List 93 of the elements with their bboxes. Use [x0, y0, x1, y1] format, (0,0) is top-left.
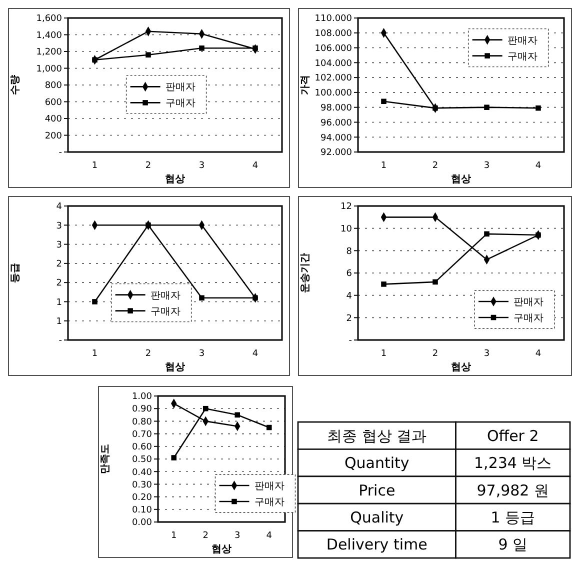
x-tick-label: 1	[92, 349, 98, 359]
x-tick-label: 4	[535, 349, 542, 359]
y-axis-title: 수량	[10, 75, 21, 95]
y-tick-label: 1,400	[36, 30, 62, 41]
y-tick-label: 104.000	[314, 58, 352, 69]
text: Offer 2	[486, 426, 539, 445]
x-tick-label: 1	[380, 161, 387, 171]
y-tick-label: 1.00	[132, 392, 152, 402]
y-tick-label: 0.50	[132, 455, 152, 466]
text: 최종 협상 결과	[327, 426, 427, 445]
y-tick-label: -	[348, 336, 352, 346]
text: Quantity	[344, 454, 410, 472]
y-tick-label: 106.000	[314, 44, 352, 54]
text: Delivery time	[326, 536, 428, 554]
y-tick-label: 800	[44, 81, 62, 92]
y-tick-label: 110.000	[314, 14, 352, 24]
y-tick-label: 1,000	[36, 64, 62, 74]
y-tick-label: 0.00	[132, 518, 152, 528]
y-tick-label: 0.20	[132, 492, 152, 503]
x-tick-label: 3	[234, 531, 240, 541]
y-tick-label: 4	[56, 202, 62, 212]
y-tick-label: 100.000	[314, 88, 352, 99]
y-tick-label: -	[58, 336, 62, 346]
x-tick-label: 2	[432, 161, 438, 171]
y-axis-title: 만족도	[100, 444, 111, 474]
text: Quality	[350, 508, 404, 526]
y-tick-label: 4	[346, 291, 352, 302]
y-tick-label: 12	[340, 202, 352, 212]
y-tick-label: 92.000	[320, 148, 352, 158]
x-tick-label: 1	[92, 161, 98, 171]
y-tick-label: 0.90	[132, 404, 152, 415]
y-tick-label: 2	[56, 278, 62, 289]
y-tick-label: 200	[44, 131, 62, 142]
legend-label: 판매자	[514, 297, 544, 308]
x-tick-label: 4	[535, 161, 542, 171]
legend-label: 구매자	[514, 313, 544, 324]
y-tick-label: 6	[346, 269, 352, 280]
y-tick-label: 0.60	[132, 442, 152, 453]
y-tick-label: 3	[56, 240, 62, 250]
y-tick-label: 0.10	[132, 506, 152, 516]
legend-label: 판매자	[254, 481, 284, 492]
legend-label: 구매자	[254, 497, 284, 508]
y-tick-label: 600	[44, 98, 62, 108]
y-axis-title: 등급	[10, 263, 21, 283]
x-tick-label: 4	[266, 531, 272, 541]
x-axis-title: 협상	[165, 362, 185, 373]
x-tick-label: 1	[380, 349, 387, 359]
y-tick-label: 3	[56, 221, 62, 232]
y-tick-label: 0.40	[132, 468, 152, 478]
y-axis-title: 운송기간	[300, 253, 311, 293]
y-tick-label: 102.000	[314, 74, 352, 84]
x-axis-title: 협상	[165, 174, 185, 185]
text: 1,234 박스	[474, 454, 552, 472]
legend-label: 구매자	[507, 51, 538, 62]
legend-label: 구매자	[150, 306, 180, 318]
y-axis-title: 가격	[300, 75, 311, 95]
y-tick-label: 10	[340, 224, 352, 234]
y-tick-label: 1	[56, 298, 62, 308]
y-tick-label: 1,200	[36, 48, 62, 58]
y-tick-label: 94.000	[320, 133, 352, 144]
y-tick-label: 1,600	[36, 14, 62, 24]
y-tick-label: 2	[346, 314, 352, 324]
x-axis-title: 협상	[451, 362, 471, 373]
x-axis-title: 협상	[212, 544, 232, 555]
x-axis-title: 협상	[451, 174, 471, 185]
y-tick-label: 0.30	[132, 480, 152, 490]
x-tick-label: 2	[432, 349, 438, 359]
legend-label: 판매자	[165, 82, 196, 94]
x-tick-label: 3	[484, 161, 490, 171]
x-tick-label: 2	[202, 531, 208, 541]
y-tick-label: -	[58, 148, 62, 158]
y-tick-label: 98.000	[320, 103, 352, 114]
y-tick-label: 8	[346, 246, 352, 257]
text: 9 일	[498, 536, 528, 554]
y-tick-label: 0.70	[132, 430, 152, 440]
x-tick-label: 3	[198, 349, 205, 359]
y-tick-label: 96.000	[320, 118, 352, 128]
x-tick-label: 3	[198, 161, 205, 171]
y-tick-label: 108.000	[314, 29, 352, 40]
x-tick-label: 4	[252, 349, 258, 359]
legend-label: 구매자	[165, 98, 196, 110]
legend-label: 판매자	[507, 35, 538, 46]
x-tick-label: 3	[484, 349, 490, 359]
text: 97,982 원	[476, 481, 550, 500]
legend-label: 판매자	[150, 290, 180, 302]
y-tick-label: 0.80	[132, 417, 152, 428]
x-tick-label: 1	[171, 531, 177, 541]
y-tick-label: 2	[56, 260, 62, 270]
y-tick-label: 400	[44, 114, 62, 125]
text: Price	[358, 481, 396, 500]
y-tick-label: 1	[56, 317, 62, 328]
x-tick-label: 4	[252, 161, 258, 171]
text: 1 등급	[490, 508, 536, 526]
